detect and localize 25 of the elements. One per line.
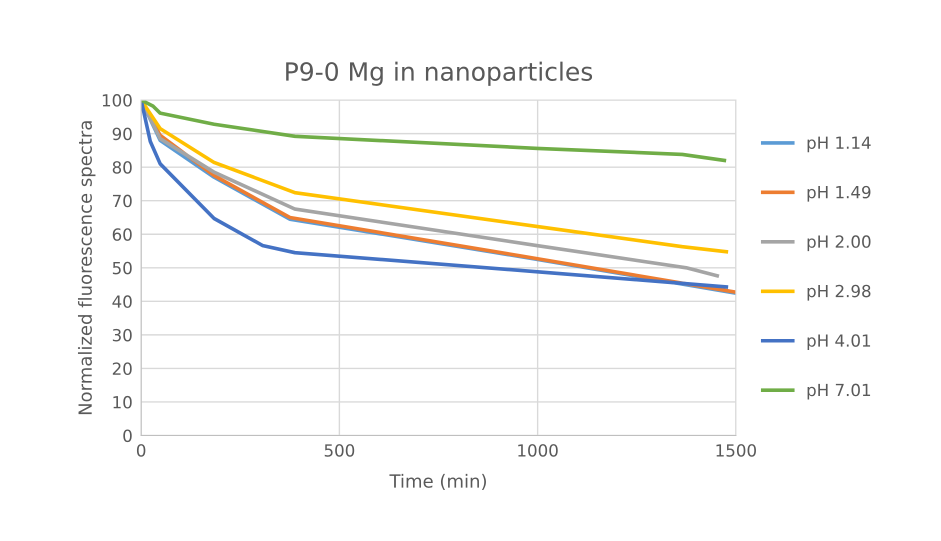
- legend-label: pH 2.98: [808, 284, 870, 301]
- y-tick-label: 40: [112, 295, 132, 308]
- y-tick-label: 90: [112, 128, 132, 140]
- legend-label: pH 1.49: [808, 186, 870, 202]
- x-tick-label: 1500: [716, 444, 756, 457]
- y-tick-label: 70: [112, 194, 132, 208]
- legend-label: pH 4.01: [808, 334, 870, 350]
- legend-label: pH 7.01: [808, 384, 870, 400]
- legend-label: pH 2.00: [808, 235, 870, 252]
- y-tick-label: 80: [112, 161, 132, 174]
- x-tick-label: 500: [324, 444, 354, 457]
- y-tick-label: 100: [102, 94, 132, 107]
- y-tick-label: 50: [112, 262, 132, 274]
- chart-title: P9-0 Mg in nanoparticles: [286, 62, 592, 86]
- y-tick-label: 10: [113, 396, 132, 409]
- legend-label: pH 1.14: [808, 136, 871, 152]
- line-series: [141, 100, 726, 162]
- y-tick-label: 30: [112, 328, 132, 342]
- x-axis-title: Time (min): [389, 474, 486, 490]
- y-axis-title: Normalized fluorescence spectra: [78, 121, 96, 414]
- y-tick-label: 60: [112, 228, 132, 241]
- x-tick-label: 1000: [518, 444, 558, 457]
- y-tick-label: 0: [123, 429, 132, 442]
- x-tick-label: 0: [136, 444, 146, 457]
- y-tick-label: 20: [112, 362, 132, 375]
